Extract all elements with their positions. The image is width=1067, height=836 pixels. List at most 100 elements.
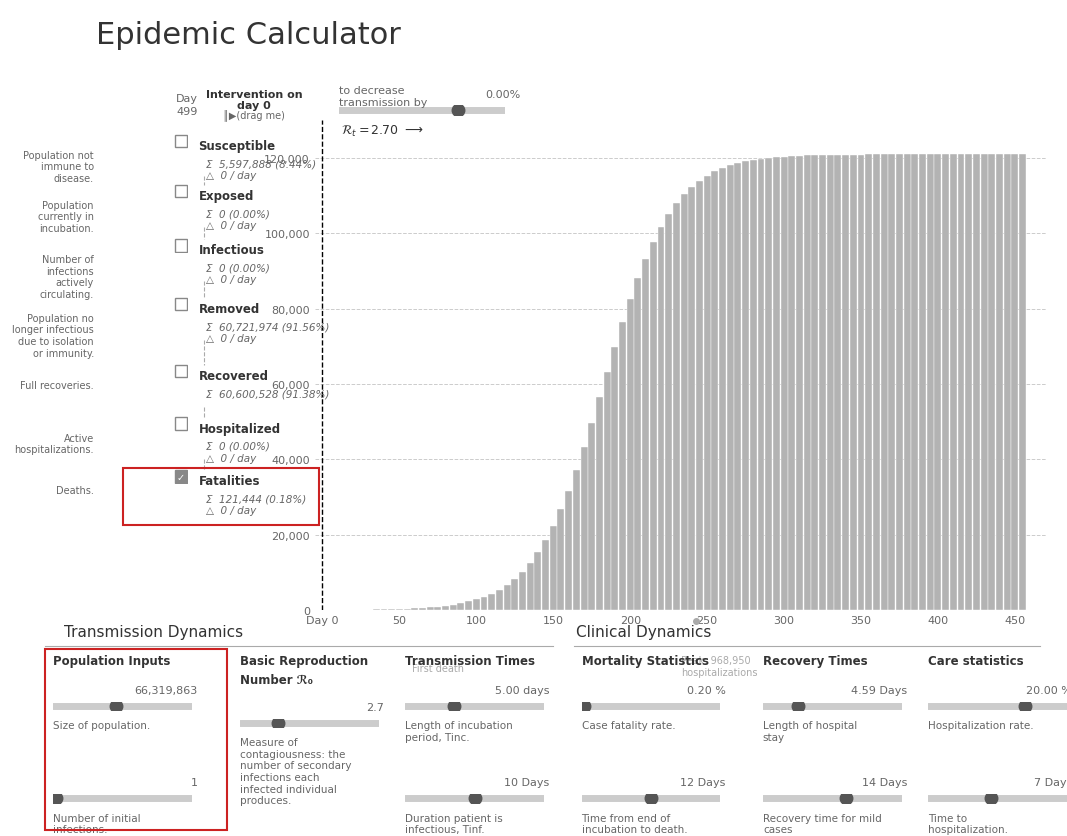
- Bar: [765, 159, 773, 610]
- Bar: [175, 298, 187, 311]
- Text: 4.59 Days: 4.59 Days: [850, 686, 907, 696]
- Bar: [781, 157, 787, 610]
- Bar: [950, 155, 957, 610]
- Bar: [566, 491, 572, 610]
- Bar: [175, 365, 187, 378]
- Bar: [819, 155, 826, 610]
- Bar: [175, 418, 187, 431]
- Bar: [535, 553, 541, 610]
- Text: 499: 499: [176, 107, 197, 117]
- Text: Hospitalized: Hospitalized: [198, 422, 281, 436]
- Text: Length of incubation
period, Tinc.: Length of incubation period, Tinc.: [405, 721, 513, 742]
- Bar: [796, 156, 803, 610]
- Bar: [988, 155, 996, 610]
- Bar: [557, 510, 564, 610]
- Bar: [919, 155, 926, 610]
- Text: Population Inputs: Population Inputs: [53, 655, 171, 668]
- Text: Σ  5,597,888 (8.44%)
△  0 / day: Σ 5,597,888 (8.44%) △ 0 / day: [206, 159, 316, 181]
- Bar: [396, 609, 403, 610]
- Text: Susceptible: Susceptible: [198, 140, 275, 153]
- Bar: [858, 155, 864, 610]
- Bar: [911, 155, 919, 610]
- Bar: [889, 155, 895, 610]
- Bar: [519, 572, 526, 610]
- Text: Mortality Statistics: Mortality Statistics: [582, 655, 708, 668]
- Bar: [803, 156, 811, 610]
- Bar: [450, 604, 457, 610]
- Text: Exposed: Exposed: [198, 190, 254, 203]
- Text: Population no
longer infectious
due to isolation
or immunity.: Population no longer infectious due to i…: [12, 314, 94, 359]
- Text: Infectious: Infectious: [198, 244, 265, 257]
- Bar: [834, 155, 842, 610]
- Text: to decrease
transmission by: to decrease transmission by: [339, 86, 428, 108]
- Bar: [773, 158, 780, 610]
- Text: Care statistics: Care statistics: [928, 655, 1024, 668]
- Text: Duration patient is
infectious, Tinf.: Duration patient is infectious, Tinf.: [405, 813, 504, 834]
- Text: 12 Days: 12 Days: [680, 777, 726, 788]
- Bar: [626, 299, 634, 610]
- Bar: [573, 470, 579, 610]
- Text: 0.20 %: 0.20 %: [687, 686, 726, 696]
- Bar: [588, 423, 595, 610]
- Text: 66,319,863: 66,319,863: [134, 686, 197, 696]
- Bar: [473, 599, 480, 610]
- Text: Population not
immune to
disease.: Population not immune to disease.: [23, 150, 94, 184]
- Text: 10 Days: 10 Days: [505, 777, 550, 788]
- Bar: [434, 607, 442, 610]
- Text: Peak: 968,950
hospitalizations: Peak: 968,950 hospitalizations: [681, 655, 758, 677]
- Bar: [996, 155, 1003, 610]
- Bar: [388, 609, 395, 610]
- Bar: [458, 604, 464, 610]
- Bar: [904, 155, 910, 610]
- Text: Σ  121,444 (0.18%)
△  0 / day: Σ 121,444 (0.18%) △ 0 / day: [206, 494, 306, 516]
- Bar: [703, 176, 711, 610]
- Text: Time to
hospitalization.: Time to hospitalization.: [928, 813, 1008, 834]
- Text: Day: Day: [176, 94, 197, 104]
- Bar: [1019, 155, 1026, 610]
- Bar: [789, 157, 795, 610]
- Bar: [480, 597, 488, 610]
- Bar: [504, 585, 511, 610]
- Text: Σ  0 (0.00%)
△  0 / day: Σ 0 (0.00%) △ 0 / day: [206, 209, 270, 231]
- Bar: [596, 398, 603, 610]
- Bar: [175, 240, 187, 252]
- Bar: [580, 447, 588, 610]
- Bar: [604, 373, 610, 610]
- Bar: [403, 609, 411, 610]
- Text: Σ  60,600,528 (91.38%): Σ 60,600,528 (91.38%): [206, 389, 330, 399]
- Bar: [442, 606, 449, 610]
- Text: Hospitalization rate.: Hospitalization rate.: [928, 721, 1034, 731]
- Bar: [696, 181, 703, 610]
- Text: 14 Days: 14 Days: [861, 777, 907, 788]
- Bar: [727, 166, 734, 610]
- Bar: [635, 278, 641, 610]
- Text: Σ  0 (0.00%)
△  0 / day: Σ 0 (0.00%) △ 0 / day: [206, 441, 270, 463]
- Bar: [849, 155, 857, 610]
- Bar: [542, 541, 550, 610]
- Bar: [811, 156, 818, 610]
- Text: Number ℛ₀: Number ℛ₀: [240, 673, 313, 686]
- Bar: [611, 347, 618, 610]
- Bar: [673, 204, 680, 610]
- Text: 5.00 days: 5.00 days: [495, 686, 550, 696]
- Text: Basic Reproduction: Basic Reproduction: [240, 655, 368, 668]
- Bar: [1004, 155, 1010, 610]
- Text: Active
hospitalizations.: Active hospitalizations.: [14, 433, 94, 455]
- Bar: [681, 195, 687, 610]
- Text: Time from end of
incubation to death.: Time from end of incubation to death.: [582, 813, 687, 834]
- Bar: [896, 155, 903, 610]
- Text: Recovered: Recovered: [198, 370, 269, 383]
- Bar: [966, 155, 972, 610]
- Bar: [489, 594, 495, 610]
- Text: First death: First death: [412, 663, 464, 673]
- Text: Recovery time for mild
cases: Recovery time for mild cases: [763, 813, 881, 834]
- Bar: [758, 160, 764, 610]
- Bar: [942, 155, 950, 610]
- Text: Fatalities: Fatalities: [198, 475, 260, 488]
- Bar: [427, 608, 433, 610]
- Bar: [175, 186, 187, 198]
- Bar: [842, 155, 849, 610]
- Bar: [865, 155, 872, 610]
- Bar: [527, 563, 534, 610]
- Text: Measure of
contagiousness: the
number of secondary
infections each
infected indi: Measure of contagiousness: the number of…: [240, 737, 351, 805]
